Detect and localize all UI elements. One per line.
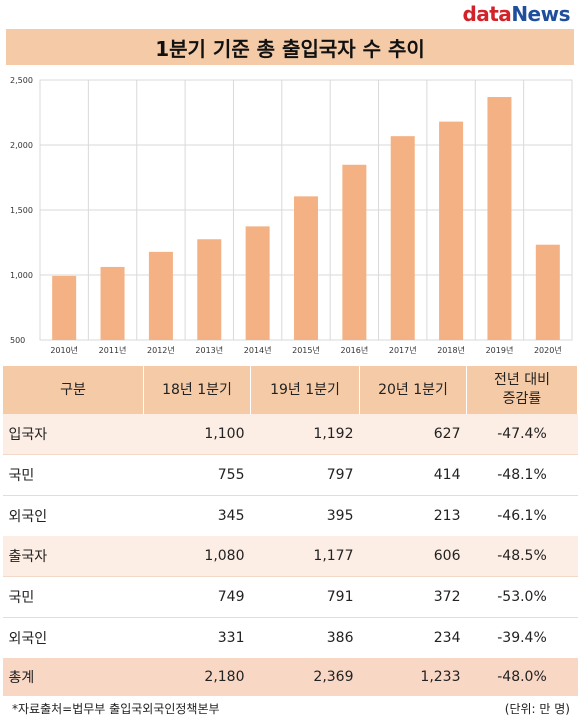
datanews-logo: dataNews	[462, 2, 570, 26]
table-cell: 1,080	[143, 536, 251, 577]
bar-2020년	[535, 244, 560, 340]
table-cell: -48.0%	[466, 658, 578, 696]
table-cell: 331	[143, 617, 251, 658]
bar-2019년	[487, 97, 512, 340]
table-cell: 749	[143, 576, 251, 618]
table-cell: 606	[359, 536, 467, 577]
table-cell: -53.0%	[466, 576, 578, 618]
x-tick-label: 2010년	[50, 345, 78, 355]
chart-grid	[39, 79, 573, 341]
table-cell: 1,100	[143, 414, 251, 455]
header-20q1: 20년 1분기	[359, 366, 467, 414]
table-row: 총계 2,180 2,369 1,233 -48.0%	[2, 658, 578, 696]
table-cell: -48.1%	[466, 454, 578, 496]
bar-2018년	[439, 121, 464, 340]
y-tick-label: 2,500	[10, 76, 33, 85]
bar-2014년	[245, 226, 270, 340]
x-tick-label: 2015년	[292, 345, 320, 355]
table-row: 국민 755 797 414 -48.1%	[2, 454, 578, 496]
source-note: *자료출처=법무부 출입국외국인정책본부	[12, 702, 220, 716]
table-cell: 414	[359, 454, 467, 496]
table-row: 국민 749 791 372 -53.0%	[2, 576, 578, 618]
table-cell: 386	[250, 617, 360, 658]
y-tick-label: 1,500	[10, 206, 33, 215]
row-label: 입국자	[2, 414, 144, 455]
table-cell: 395	[250, 495, 360, 536]
row-label: 출국자	[2, 536, 144, 577]
table-cell: 2,369	[250, 658, 360, 696]
bar-2012년	[148, 251, 173, 340]
chart-title: 1분기 기준 총 출입국자 수 추이	[155, 36, 425, 61]
bar-2016년	[342, 164, 367, 340]
table-cell: 627	[359, 414, 467, 455]
header-category: 구분	[2, 366, 144, 414]
table-row: 외국인 331 386 234 -39.4%	[2, 617, 578, 658]
table-cell: 1,233	[359, 658, 467, 696]
x-tick-label: 2014년	[244, 345, 272, 355]
bar-2017년	[390, 136, 415, 340]
table-cell: -48.5%	[466, 536, 578, 577]
comparison-table: 구분 18년 1분기 19년 1분기 20년 1분기 전년 대비 증감률 입국자 1…	[2, 366, 578, 696]
table-cell: 2,180	[143, 658, 251, 696]
table-cell: -39.4%	[466, 617, 578, 658]
title-banner: 1분기 기준 총 출입국자 수 추이	[6, 29, 574, 65]
unit-note: (단위: 만 명)	[504, 702, 570, 716]
table-row: 입국자 1,100 1,192 627 -47.4%	[2, 414, 578, 455]
table-header-row: 구분 18년 1분기 19년 1분기 20년 1분기 전년 대비 증감률	[2, 366, 578, 414]
row-label: 국민	[2, 576, 144, 618]
header-19q1: 19년 1분기	[250, 366, 360, 414]
x-tick-label: 2011년	[99, 345, 127, 355]
table-cell: 797	[250, 454, 360, 496]
x-axis-ticks: 2010년 2011년 2012년 2013년 2014년 2015년 2016년 2017년…	[50, 345, 561, 355]
table-row: 외국인 345 395 213 -46.1%	[2, 495, 578, 536]
y-tick-label: 2,000	[10, 141, 33, 150]
table-cell: 755	[143, 454, 251, 496]
table-cell: 1,192	[250, 414, 360, 455]
table-cell: 345	[143, 495, 251, 536]
y-axis-ticks: 2,500 2,000 1,500 1,000 500	[10, 76, 33, 345]
table-cell: 372	[359, 576, 467, 618]
x-tick-label: 2013년	[195, 345, 223, 355]
x-tick-label: 2020년	[534, 345, 562, 355]
row-label: 총계	[2, 658, 144, 696]
row-label: 국민	[2, 454, 144, 496]
table-cell: 213	[359, 495, 467, 536]
table-cell: 1,177	[250, 536, 360, 577]
row-label: 외국인	[2, 495, 144, 536]
bars	[52, 97, 560, 340]
bar-2011년	[100, 266, 125, 340]
x-tick-label: 2017년	[389, 345, 417, 355]
header-yoy: 전년 대비 증감률	[466, 366, 578, 414]
table-cell: 234	[359, 617, 467, 658]
table-cell: -46.1%	[466, 495, 578, 536]
table-cell: 791	[250, 576, 360, 618]
header-18q1: 18년 1분기	[143, 366, 251, 414]
bar-2013년	[197, 239, 222, 340]
x-tick-label: 2016년	[340, 345, 368, 355]
table-row: 출국자 1,080 1,177 606 -48.5%	[2, 536, 578, 577]
table-cell: -47.4%	[466, 414, 578, 455]
x-tick-label: 2019년	[486, 345, 514, 355]
x-tick-label: 2012년	[147, 345, 175, 355]
y-tick-label: 1,000	[10, 271, 33, 280]
row-label: 외국인	[2, 617, 144, 658]
bar-2015년	[294, 196, 318, 340]
x-tick-label: 2018년	[437, 345, 465, 355]
y-tick-label: 500	[10, 336, 25, 345]
bar-2010년	[52, 275, 77, 340]
